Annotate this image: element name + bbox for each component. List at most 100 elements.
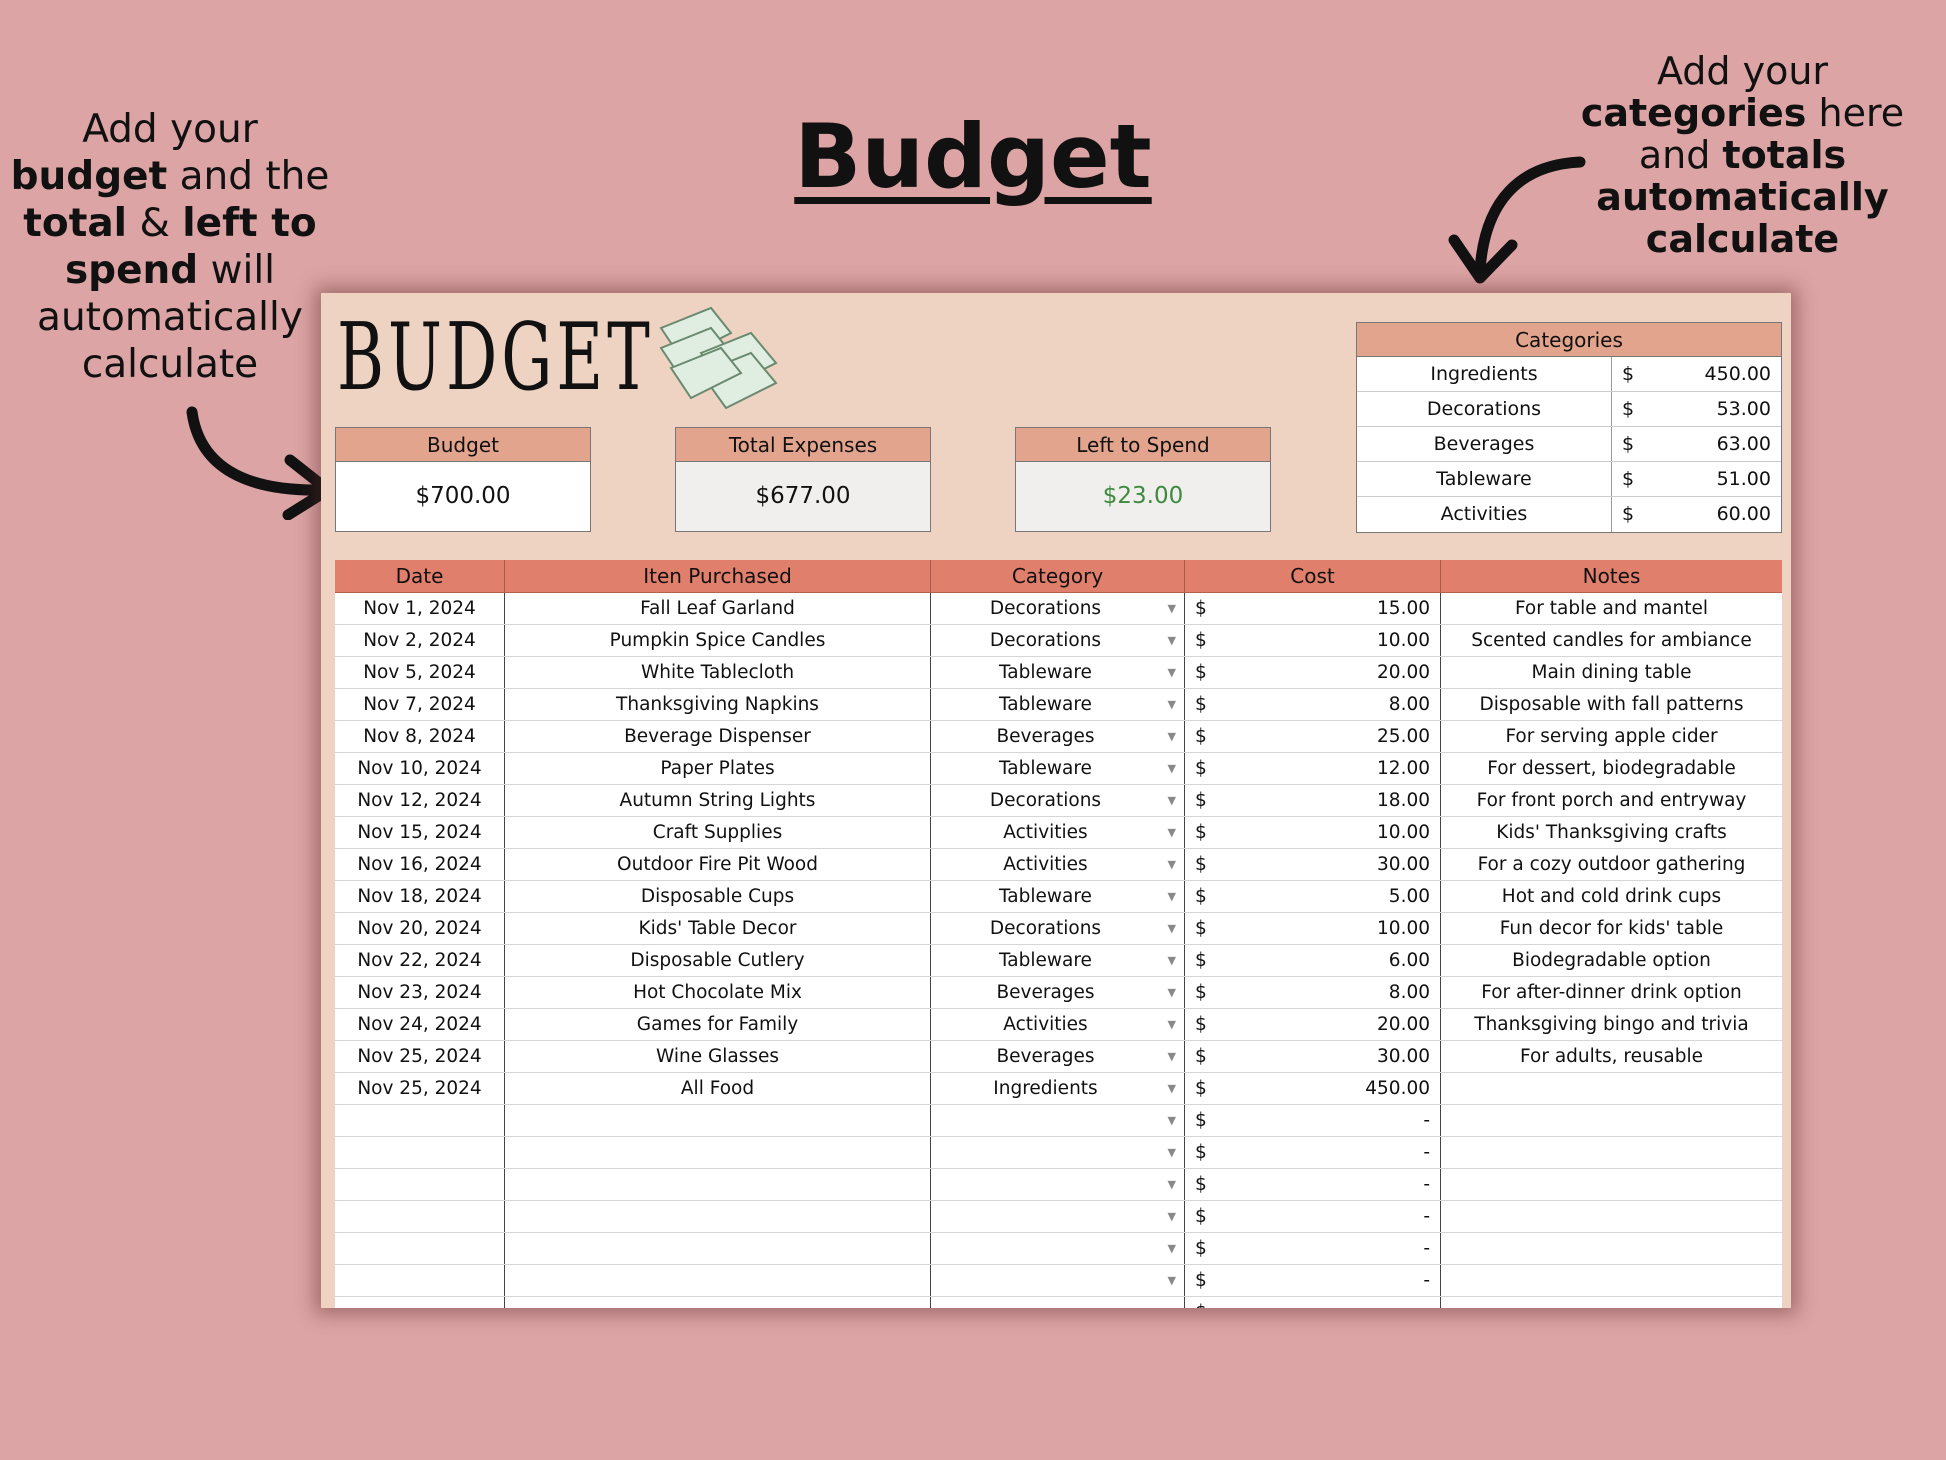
item-cell[interactable]: Disposable Cutlery [505, 945, 931, 976]
dropdown-arrow-icon[interactable]: ▼ [1167, 1018, 1176, 1031]
cost-cell[interactable]: $ - [1185, 1169, 1441, 1200]
date-cell[interactable]: Nov 25, 2024 [335, 1073, 505, 1104]
category-dropdown[interactable]: ▼ [931, 1169, 1185, 1200]
item-cell[interactable]: White Tablecloth [505, 657, 931, 688]
item-cell[interactable] [505, 1201, 931, 1232]
cost-cell[interactable]: $ - [1185, 1233, 1441, 1264]
dropdown-arrow-icon[interactable]: ▼ [1167, 698, 1176, 711]
notes-cell[interactable] [1441, 1265, 1782, 1296]
notes-cell[interactable] [1441, 1297, 1782, 1308]
dropdown-arrow-icon[interactable]: ▼ [1167, 954, 1176, 967]
notes-cell[interactable]: For after-dinner drink option [1481, 982, 1742, 1003]
item-cell[interactable] [505, 1297, 931, 1308]
dropdown-arrow-icon[interactable]: ▼ [1167, 890, 1176, 903]
cost-cell[interactable]: $10.00 [1185, 817, 1441, 848]
item-cell[interactable] [505, 1105, 931, 1136]
date-cell[interactable]: Nov 8, 2024 [335, 721, 505, 752]
date-cell[interactable]: Nov 7, 2024 [335, 689, 505, 720]
category-dropdown[interactable]: Decorations ▼ [931, 785, 1185, 816]
notes-cell[interactable]: For table and mantel [1514, 598, 1709, 619]
cost-cell[interactable]: $18.00 [1185, 785, 1441, 816]
date-cell[interactable]: Nov 16, 2024 [335, 849, 505, 880]
cost-cell[interactable]: $25.00 [1185, 721, 1441, 752]
date-cell[interactable] [335, 1297, 505, 1308]
dropdown-arrow-icon[interactable]: ▼ [1167, 1274, 1176, 1287]
notes-cell[interactable]: Thanksgiving bingo and trivia [1474, 1014, 1749, 1035]
category-dropdown[interactable]: Decorations ▼ [931, 913, 1185, 944]
notes-cell[interactable]: Scented candles for ambiance [1471, 630, 1752, 651]
date-cell[interactable] [335, 1169, 505, 1200]
notes-cell[interactable]: For dessert, biodegradable [1487, 758, 1736, 779]
date-cell[interactable]: Nov 18, 2024 [335, 881, 505, 912]
date-cell[interactable]: Nov 15, 2024 [335, 817, 505, 848]
item-cell[interactable]: Fall Leaf Garland [505, 593, 931, 624]
cost-cell[interactable]: $8.00 [1185, 977, 1441, 1008]
date-cell[interactable]: Nov 12, 2024 [335, 785, 505, 816]
notes-cell[interactable] [1441, 1201, 1782, 1232]
item-cell[interactable] [505, 1169, 931, 1200]
cost-cell[interactable]: $30.00 [1185, 1041, 1441, 1072]
category-name[interactable]: Ingredients [1357, 357, 1612, 391]
notes-cell[interactable]: For a cozy outdoor gathering [1477, 854, 1746, 875]
date-cell[interactable]: Nov 5, 2024 [335, 657, 505, 688]
notes-cell[interactable]: For adults, reusable [1520, 1046, 1703, 1067]
notes-cell[interactable]: Kids' Thanksgiving crafts [1496, 822, 1727, 843]
category-dropdown[interactable]: ▼ [931, 1265, 1185, 1296]
item-cell[interactable] [505, 1233, 931, 1264]
cost-cell[interactable]: $5.00 [1185, 881, 1441, 912]
cost-cell[interactable]: $ - [1185, 1201, 1441, 1232]
category-dropdown[interactable]: Tableware ▼ [931, 753, 1185, 784]
dropdown-arrow-icon[interactable]: ▼ [1167, 986, 1176, 999]
notes-cell[interactable] [1441, 1105, 1782, 1136]
item-cell[interactable]: Kids' Table Decor [505, 913, 931, 944]
cost-cell[interactable]: $30.00 [1185, 849, 1441, 880]
date-cell[interactable] [335, 1137, 505, 1168]
notes-cell[interactable]: Disposable with fall patterns [1479, 694, 1744, 715]
notes-cell[interactable] [1441, 1233, 1782, 1264]
cost-cell[interactable]: $ [1185, 1297, 1441, 1308]
dropdown-arrow-icon[interactable]: ▼ [1167, 1210, 1176, 1223]
dropdown-arrow-icon[interactable]: ▼ [1167, 1242, 1176, 1255]
cost-cell[interactable]: $10.00 [1185, 913, 1441, 944]
category-name[interactable]: Beverages [1357, 427, 1612, 461]
notes-cell[interactable]: Fun decor for kids' table [1499, 918, 1724, 939]
date-cell[interactable]: Nov 2, 2024 [335, 625, 505, 656]
date-cell[interactable]: Nov 23, 2024 [335, 977, 505, 1008]
notes-cell[interactable]: For front porch and entryway [1476, 790, 1747, 811]
item-cell[interactable] [505, 1265, 931, 1296]
cost-cell[interactable]: $450.00 [1185, 1073, 1441, 1104]
dropdown-arrow-icon[interactable]: ▼ [1168, 1297, 1176, 1308]
cost-cell[interactable]: $ - [1185, 1137, 1441, 1168]
cost-cell[interactable]: $20.00 [1185, 657, 1441, 688]
item-cell[interactable]: Autumn String Lights [505, 785, 931, 816]
notes-cell[interactable] [1441, 1169, 1782, 1200]
category-dropdown[interactable]: ▼ [931, 1105, 1185, 1136]
cost-cell[interactable]: $12.00 [1185, 753, 1441, 784]
dropdown-arrow-icon[interactable]: ▼ [1167, 730, 1176, 743]
notes-cell[interactable]: For serving apple cider [1505, 726, 1718, 747]
date-cell[interactable]: Nov 22, 2024 [335, 945, 505, 976]
item-cell[interactable]: Games for Family [505, 1009, 931, 1040]
notes-cell[interactable]: Main dining table [1531, 662, 1692, 683]
item-cell[interactable]: Pumpkin Spice Candles [505, 625, 931, 656]
category-name[interactable]: Activities [1357, 497, 1612, 532]
dropdown-arrow-icon[interactable]: ▼ [1167, 826, 1176, 839]
dropdown-arrow-icon[interactable]: ▼ [1167, 1050, 1176, 1063]
date-cell[interactable]: Nov 1, 2024 [335, 593, 505, 624]
cost-cell[interactable]: $15.00 [1185, 593, 1441, 624]
notes-cell[interactable] [1441, 1073, 1782, 1104]
date-cell[interactable]: Nov 25, 2024 [335, 1041, 505, 1072]
dropdown-arrow-icon[interactable]: ▼ [1167, 1114, 1176, 1127]
dropdown-arrow-icon[interactable]: ▼ [1167, 1082, 1176, 1095]
category-dropdown[interactable]: Activities ▼ [931, 849, 1185, 880]
dropdown-arrow-icon[interactable]: ▼ [1167, 794, 1176, 807]
notes-cell[interactable]: Biodegradable option [1512, 950, 1711, 971]
item-cell[interactable]: All Food [505, 1073, 931, 1104]
category-dropdown[interactable]: Beverages ▼ [931, 1041, 1185, 1072]
date-cell[interactable]: Nov 10, 2024 [335, 753, 505, 784]
cost-cell[interactable]: $10.00 [1185, 625, 1441, 656]
date-cell[interactable]: Nov 20, 2024 [335, 913, 505, 944]
category-dropdown[interactable]: Beverages ▼ [931, 721, 1185, 752]
dropdown-arrow-icon[interactable]: ▼ [1167, 922, 1176, 935]
cost-cell[interactable]: $20.00 [1185, 1009, 1441, 1040]
